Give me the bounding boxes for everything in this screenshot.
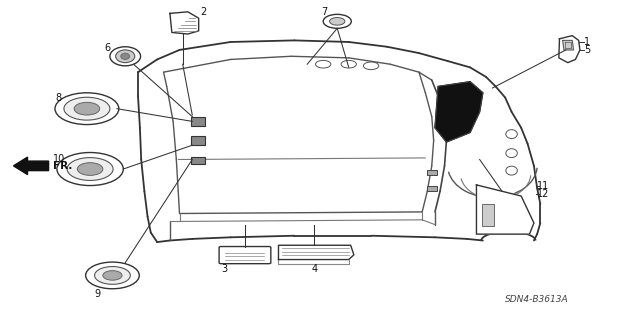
Bar xyxy=(191,136,205,145)
Circle shape xyxy=(341,60,356,68)
Circle shape xyxy=(95,267,131,284)
Ellipse shape xyxy=(121,53,130,59)
Bar xyxy=(482,204,493,226)
Text: 11: 11 xyxy=(537,182,549,191)
Circle shape xyxy=(330,18,345,25)
Circle shape xyxy=(103,271,122,280)
Text: 1: 1 xyxy=(584,37,590,47)
Polygon shape xyxy=(476,185,534,234)
Circle shape xyxy=(57,152,124,186)
Circle shape xyxy=(323,14,351,28)
Circle shape xyxy=(67,158,113,181)
Circle shape xyxy=(55,93,119,124)
Text: 3: 3 xyxy=(221,264,227,274)
Polygon shape xyxy=(170,12,198,34)
Polygon shape xyxy=(278,245,354,260)
Ellipse shape xyxy=(110,47,141,66)
Circle shape xyxy=(64,97,110,120)
Text: 8: 8 xyxy=(55,93,61,103)
Text: 7: 7 xyxy=(321,7,328,17)
Bar xyxy=(427,187,437,191)
Text: 9: 9 xyxy=(95,289,101,300)
Text: 5: 5 xyxy=(584,45,590,55)
Circle shape xyxy=(74,102,100,115)
Circle shape xyxy=(316,60,331,68)
Text: 6: 6 xyxy=(104,43,110,53)
Bar xyxy=(427,170,437,175)
Text: SDN4-B3613A: SDN4-B3613A xyxy=(506,295,569,304)
Text: 12: 12 xyxy=(537,189,550,199)
Ellipse shape xyxy=(506,130,517,138)
Ellipse shape xyxy=(506,166,517,175)
Polygon shape xyxy=(559,36,580,63)
Bar xyxy=(191,157,205,164)
Polygon shape xyxy=(563,41,573,50)
FancyArrow shape xyxy=(13,157,49,174)
Ellipse shape xyxy=(116,50,135,63)
Circle shape xyxy=(86,262,140,289)
Bar xyxy=(191,117,205,126)
Circle shape xyxy=(77,163,103,175)
Polygon shape xyxy=(435,82,483,142)
Text: 10: 10 xyxy=(53,154,65,165)
Text: FR.: FR. xyxy=(53,161,72,171)
Text: 4: 4 xyxy=(312,264,318,274)
Ellipse shape xyxy=(506,149,517,158)
FancyBboxPatch shape xyxy=(219,247,271,264)
Text: 2: 2 xyxy=(200,7,207,17)
Circle shape xyxy=(364,62,379,70)
